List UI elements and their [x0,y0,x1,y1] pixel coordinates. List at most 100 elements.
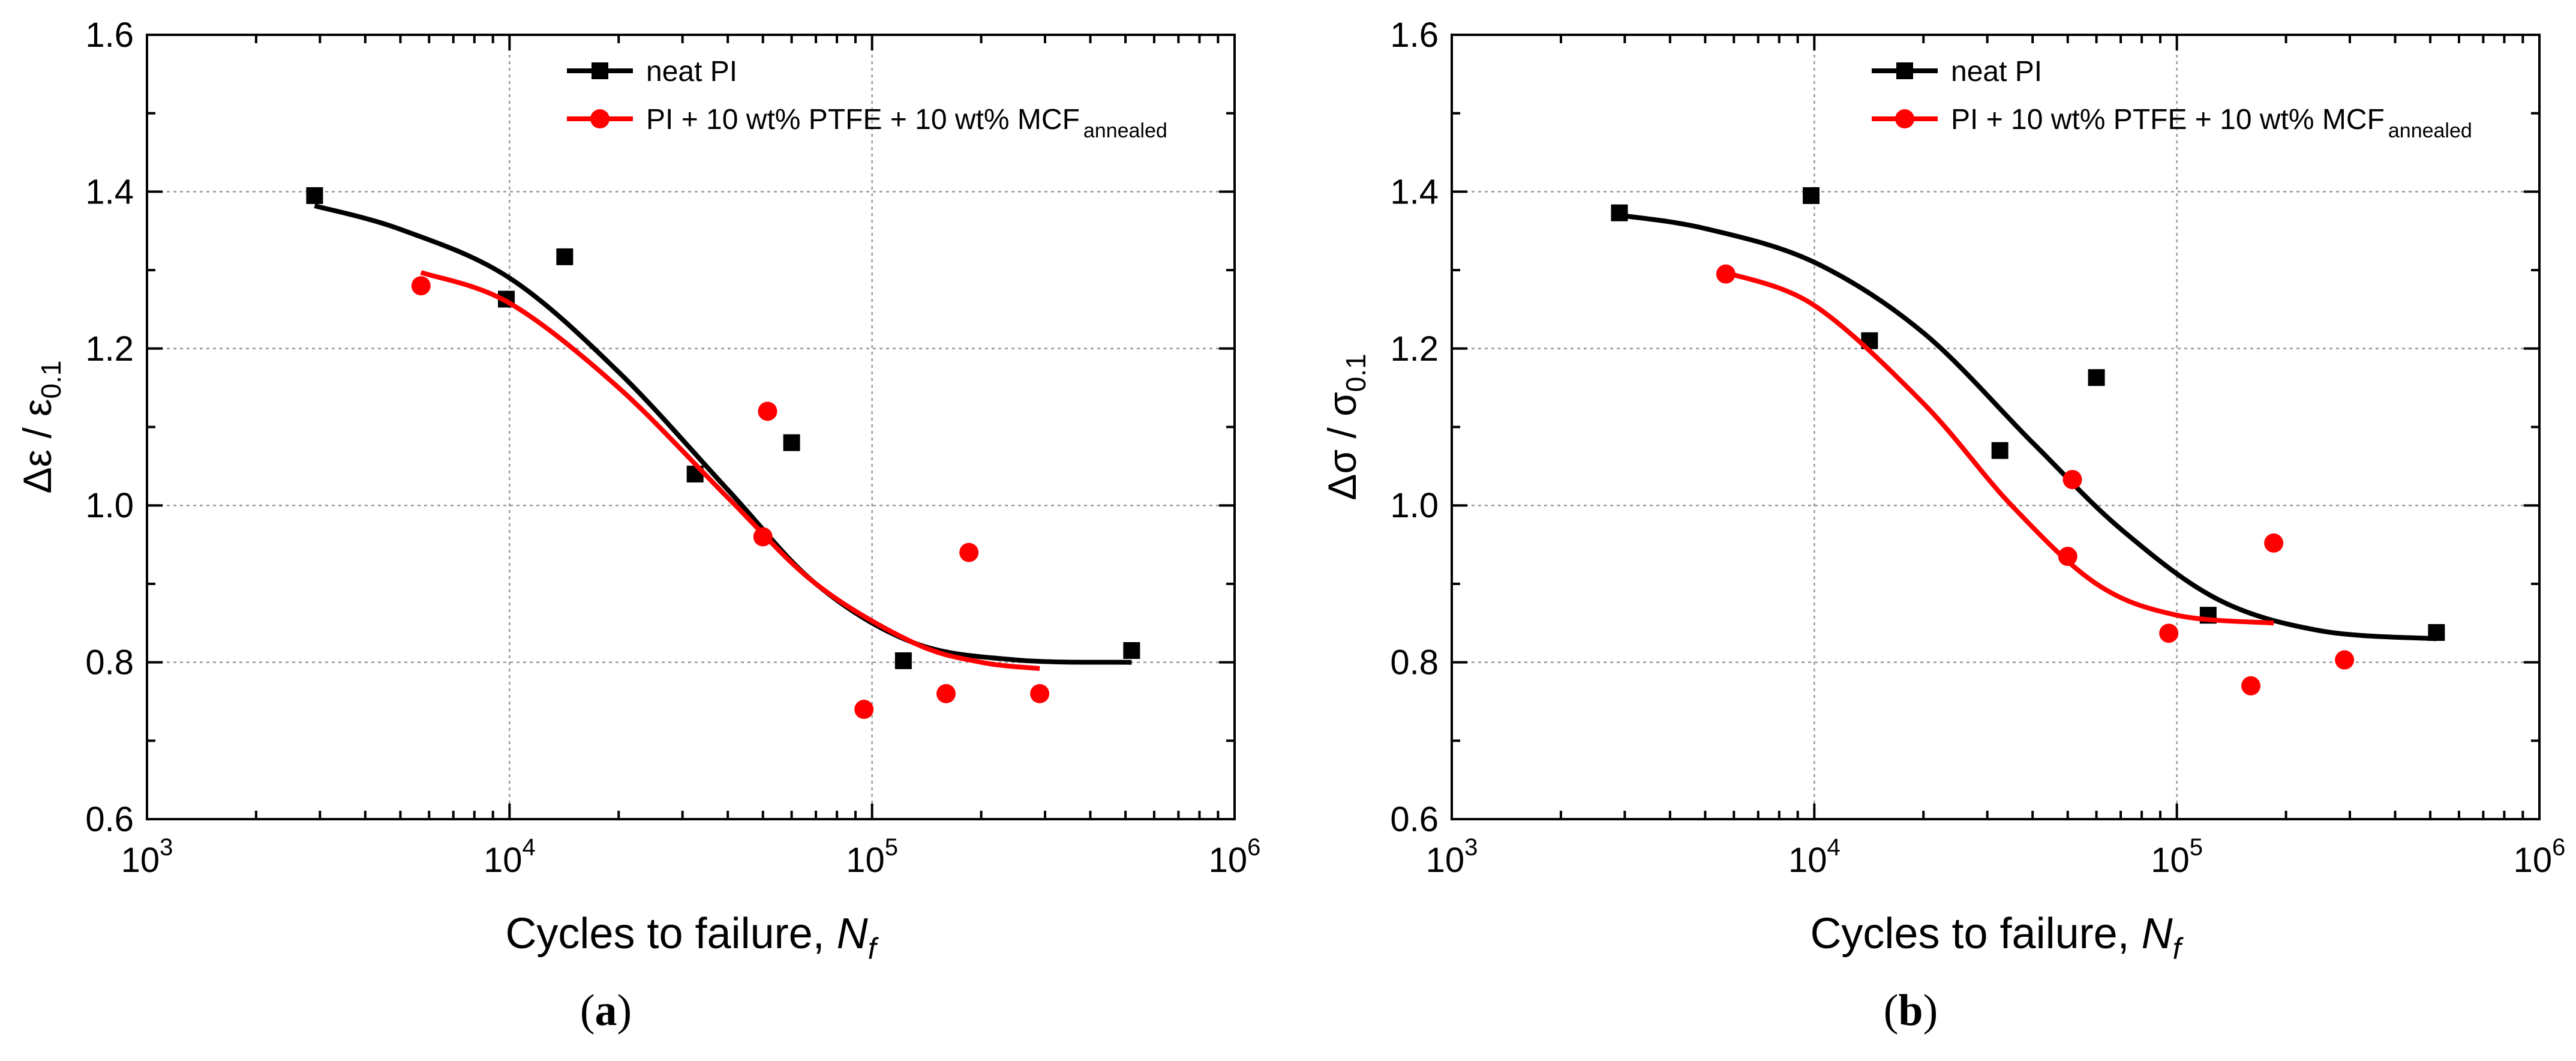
x-tick-label: 104 [484,834,536,880]
data-point-circle [854,700,874,720]
fit-curve [314,203,1132,665]
x-tick-label-exponent: 4 [522,834,535,861]
grid [1452,35,2539,819]
panel-label-open: ( [1884,986,1899,1035]
data-point-circle [1716,264,1736,284]
data-point-square [1123,642,1140,659]
y-axis-title: Δε / ε0.1 [15,361,67,494]
fit-curve [420,270,1040,672]
legend-marker-circle [590,109,610,128]
legend-label-text: PI + 10 wt% PTFE + 10 wt% MCF [1951,104,2385,136]
y-tick-label: 1.4 [85,172,134,211]
legend-label: PI + 10 wt% PTFE + 10 wt% MCF annealed [646,104,1167,142]
axis-ticks [1451,34,2539,820]
data-point-square [2088,369,2105,386]
x-axis-title-variable: N [837,910,869,958]
data-point-square [894,652,912,669]
data-point-circle [2335,650,2355,670]
x-axis-title: Cycles to failure, Nf [505,910,879,966]
data-point-square [1991,442,2008,459]
x-tick-label-exponent: 3 [160,834,173,861]
x-axis-title-subscript: f [868,932,879,966]
series-pi-ptfe-mcf [1716,264,2355,696]
y-tick-label: 1.2 [1390,329,1439,368]
x-tick-label-exponent: 6 [1247,834,1260,861]
panel-label-open: ( [580,986,595,1035]
data-point-circle [753,527,773,547]
y-tick-label: 1.2 [85,329,134,368]
x-tick-label-exponent: 3 [1464,834,1478,861]
panel-label: (b) [1884,986,1938,1035]
y-tick-label: 1.6 [1390,16,1439,55]
data-point-circle [758,401,777,421]
x-tick-label-base: 10 [846,841,885,880]
data-point-circle [2159,624,2179,643]
y-axis-title-subscript: 0.1 [1340,353,1371,392]
legend-item: neat PI [1872,56,2042,88]
y-tick-label: 0.6 [1390,800,1439,839]
x-axis-title-text: Cycles to failure, [505,910,836,958]
data-point-square [306,187,323,204]
x-axis-title-text: Cycles to failure, [1810,910,2141,958]
legend-label-text: neat PI [646,56,737,88]
x-tick-label: 106 [2514,834,2566,880]
y-axis-title: Δσ / σ0.1 [1320,353,1371,500]
legend: neat PI PI + 10 wt% PTFE + 10 wt% MCF anne… [1872,56,2472,142]
legend-label: neat PI [646,56,737,88]
panel-label-letter: a [595,986,617,1035]
x-tick-label: 103 [121,834,173,880]
y-axis-title-symbol: Δε [15,449,59,494]
legend-label: PI + 10 wt% PTFE + 10 wt% MCF annealed [1951,104,2472,142]
x-tick-label-base: 10 [1426,841,1465,880]
x-tick-label-base: 10 [2514,841,2553,880]
data-point-circle [2264,533,2284,553]
y-tick-label: 0.6 [85,800,134,839]
data-point-circle [1030,684,1050,703]
data-point-square [556,248,574,265]
series-neat-pi [1611,187,2445,642]
x-tick-label: 103 [1426,834,1478,880]
y-tick-label: 0.8 [1390,643,1439,682]
x-tick-label-base: 10 [1209,841,1248,880]
legend-label-text: PI + 10 wt% PTFE + 10 wt% MCF [646,104,1080,136]
x-tick-label-base: 10 [484,841,523,880]
legend-marker-circle [1895,109,1914,128]
legend-marker-square [592,62,608,79]
panel-label: (a) [580,986,632,1035]
x-tick-label-exponent: 5 [885,834,898,861]
x-tick-label-base: 10 [1788,841,1827,880]
legend-label-text: neat PI [1951,56,2042,88]
y-axis-title-denominator: σ [1320,392,1364,416]
x-axis-title-subscript: f [2173,932,2184,966]
data-point-circle [2241,676,2261,696]
x-tick-label: 105 [846,834,898,880]
panel-label-close: ) [1923,986,1938,1035]
legend-label-subscript: annealed [2388,119,2472,142]
plot-frame [146,34,1236,820]
fit-curve [1725,270,2274,626]
x-tick-label: 106 [1209,834,1261,880]
grid [147,35,1235,819]
fit-curve [1619,212,2437,642]
y-tick-label: 0.8 [85,643,134,682]
series-neat-pi [306,187,1140,669]
legend-item: PI + 10 wt% PTFE + 10 wt% MCF annealed [1872,104,2472,142]
data-point-circle [936,684,956,703]
axis-ticks [146,34,1235,820]
y-axis-title-symbol: Δσ [1320,449,1364,500]
x-tick-label-base: 10 [121,841,160,880]
data-point-circle [2058,547,2077,567]
plot-frame [1451,34,2541,820]
data-point-square [1803,187,1820,204]
x-tick-label: 105 [2151,834,2203,880]
series-pi-ptfe-mcf [411,270,1050,720]
y-axis-title-separator: / [1320,416,1364,449]
x-tick-label-exponent: 5 [2190,834,2203,861]
x-tick-label-exponent: 4 [1827,834,1840,861]
y-axis-title-subscript: 0.1 [35,361,67,399]
y-axis-title-denominator: ε [15,398,59,416]
y-tick-label: 1.4 [1390,172,1439,211]
